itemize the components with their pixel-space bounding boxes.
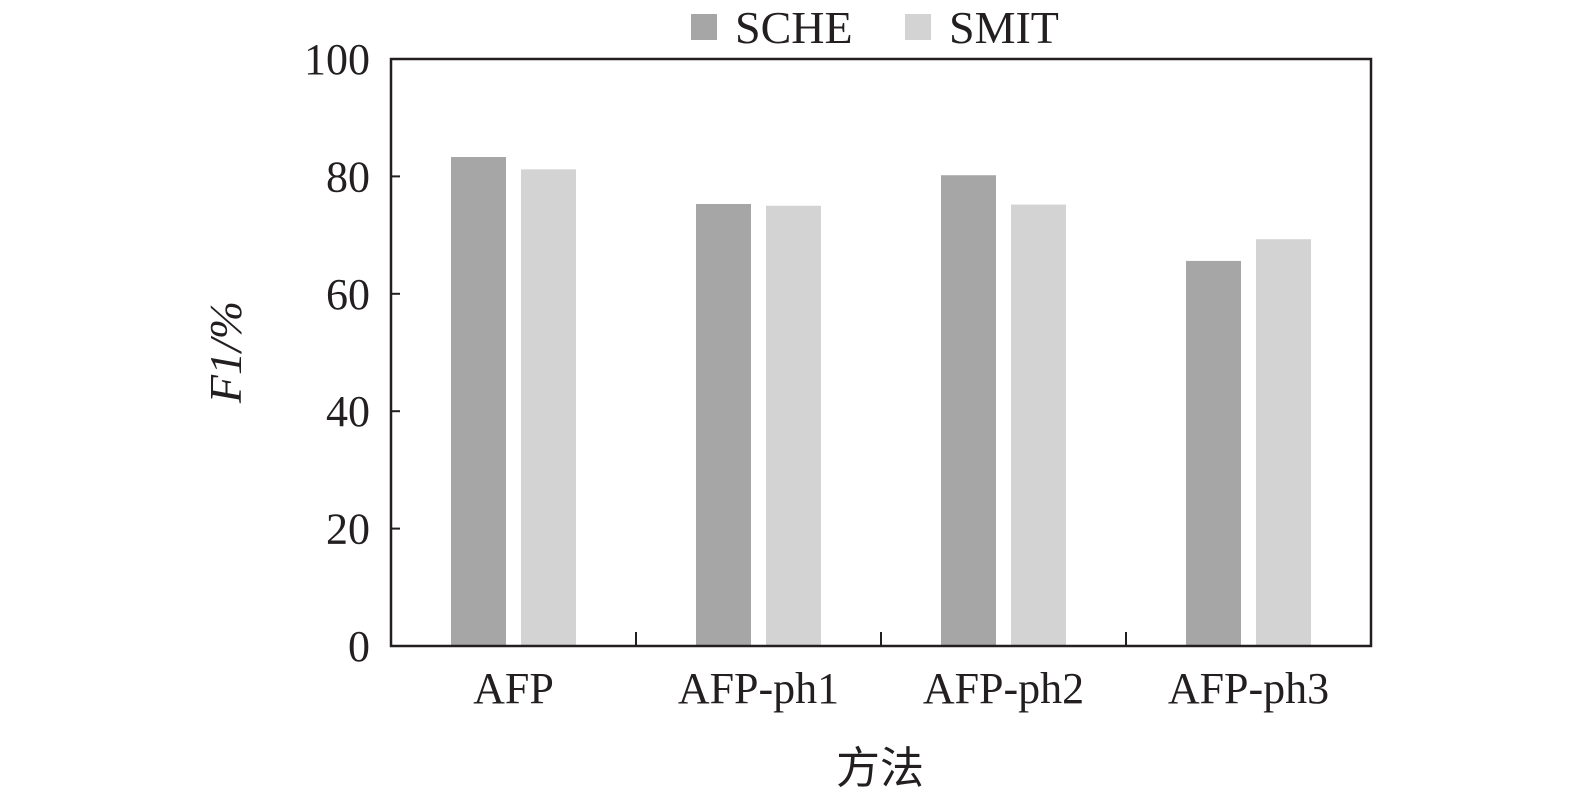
y-tick-label: 100 [304, 35, 370, 84]
bar-sche-afp-ph1 [696, 203, 751, 646]
bar-smit-afp-ph1 [766, 205, 821, 646]
x-tick-label: AFP-ph2 [923, 664, 1084, 713]
bar-smit-afp-ph2 [1011, 204, 1066, 647]
bar-sche-afp-ph2 [941, 175, 996, 646]
bar-sche-afp-ph3 [1186, 260, 1241, 646]
bar-smit-afp-ph3 [1256, 239, 1311, 647]
x-axis: AFP AFP-ph1 AFP-ph2 AFP-ph3 [473, 632, 1329, 713]
y-tick-label: 40 [326, 387, 370, 436]
y-axis: 0 20 40 60 80 100 [304, 35, 400, 671]
y-tick-label: 60 [326, 270, 370, 319]
legend: SCHE SMIT [691, 2, 1059, 53]
y-tick-label: 80 [326, 152, 370, 201]
bars [451, 157, 1311, 647]
legend-label-sche: SCHE [735, 2, 853, 53]
x-tick-label: AFP [473, 664, 554, 713]
x-axis-title: 方法 [836, 743, 924, 794]
x-tick-label: AFP-ph1 [678, 664, 839, 713]
y-tick-label: 0 [348, 622, 370, 671]
legend-label-smit: SMIT [949, 2, 1059, 53]
y-tick-label: 20 [326, 505, 370, 554]
legend-swatch-sche [691, 14, 717, 40]
plot-frame [389, 57, 1373, 648]
y-axis-title: F1/% [200, 301, 251, 404]
bar-smit-afp [521, 169, 576, 646]
x-tick-label: AFP-ph3 [1168, 664, 1329, 713]
legend-swatch-smit [905, 14, 931, 40]
bar-sche-afp [451, 157, 506, 647]
